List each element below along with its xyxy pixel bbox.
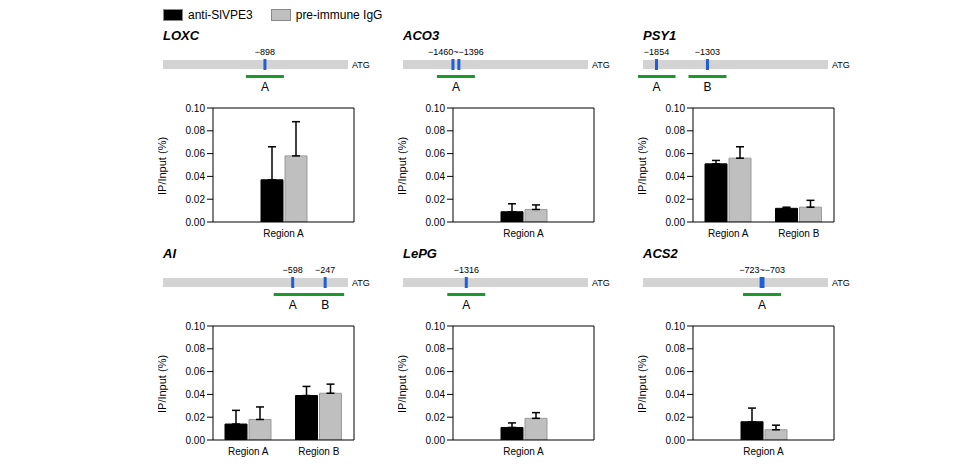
html-text:PSY1: PSY1 bbox=[643, 28, 677, 43]
svg-text:−1460~−1396: −1460~−1396 bbox=[428, 47, 484, 57]
svg-text:0.10: 0.10 bbox=[426, 103, 446, 114]
svg-text:0.00: 0.00 bbox=[426, 435, 446, 446]
html-text:ACS2: ACS2 bbox=[643, 246, 678, 261]
svg-text:ATG: ATG bbox=[592, 60, 610, 70]
html-text:pre-immune IgG: pre-immune IgG bbox=[295, 8, 383, 22]
svg-text:IP/Input (%): IP/Input (%) bbox=[398, 355, 408, 413]
svg-text:ATG: ATG bbox=[592, 278, 610, 288]
svg-text:0.06: 0.06 bbox=[186, 148, 206, 159]
html-text:LePG: LePG bbox=[403, 246, 437, 261]
svg-text:−1316: −1316 bbox=[454, 265, 479, 275]
svg-text:IP/Input (%): IP/Input (%) bbox=[158, 355, 168, 413]
html-text:ACO3: ACO3 bbox=[403, 28, 440, 43]
svg-text:0.00: 0.00 bbox=[426, 217, 446, 228]
svg-text:0.06: 0.06 bbox=[666, 366, 686, 377]
svg-text:A: A bbox=[261, 80, 269, 94]
svg-text:−247: −247 bbox=[315, 265, 335, 275]
svg-text:0.06: 0.06 bbox=[186, 366, 206, 377]
svg-text:0.08: 0.08 bbox=[186, 125, 206, 136]
svg-text:0.08: 0.08 bbox=[426, 125, 446, 136]
svg-text:A: A bbox=[462, 298, 470, 312]
svg-text:IP/Input (%): IP/Input (%) bbox=[638, 355, 648, 413]
svg-text:0.10: 0.10 bbox=[666, 103, 686, 114]
svg-text:0.10: 0.10 bbox=[186, 321, 206, 332]
svg-text:0.04: 0.04 bbox=[666, 389, 686, 400]
html-text:anti-SlVPE3: anti-SlVPE3 bbox=[188, 8, 253, 22]
svg-text:0.00: 0.00 bbox=[666, 435, 686, 446]
svg-text:0.00: 0.00 bbox=[186, 217, 206, 228]
svg-text:0.02: 0.02 bbox=[426, 412, 446, 423]
svg-text:A: A bbox=[758, 298, 766, 312]
svg-text:Region A: Region A bbox=[503, 446, 544, 457]
html-text:AI: AI bbox=[163, 246, 176, 261]
svg-text:0.10: 0.10 bbox=[666, 321, 686, 332]
svg-text:0.06: 0.06 bbox=[666, 148, 686, 159]
svg-text:0.08: 0.08 bbox=[426, 343, 446, 354]
svg-text:0.08: 0.08 bbox=[666, 343, 686, 354]
svg-text:0.02: 0.02 bbox=[426, 194, 446, 205]
svg-text:ATG: ATG bbox=[832, 278, 850, 288]
svg-text:−723~−703: −723~−703 bbox=[739, 265, 785, 275]
svg-text:A: A bbox=[289, 298, 297, 312]
svg-text:IP/Input (%): IP/Input (%) bbox=[398, 137, 408, 195]
svg-text:A: A bbox=[452, 80, 460, 94]
svg-text:IP/Input (%): IP/Input (%) bbox=[158, 137, 168, 195]
svg-text:0.04: 0.04 bbox=[666, 171, 686, 182]
svg-text:0.00: 0.00 bbox=[666, 217, 686, 228]
svg-text:Region A: Region A bbox=[708, 228, 749, 239]
svg-text:0.08: 0.08 bbox=[186, 343, 206, 354]
svg-text:0.02: 0.02 bbox=[666, 194, 686, 205]
svg-text:Region A: Region A bbox=[743, 446, 784, 457]
svg-text:B: B bbox=[321, 298, 329, 312]
svg-text:0.02: 0.02 bbox=[186, 194, 206, 205]
svg-text:IP/Input (%): IP/Input (%) bbox=[638, 137, 648, 195]
svg-text:0.00: 0.00 bbox=[186, 435, 206, 446]
svg-text:0.02: 0.02 bbox=[666, 412, 686, 423]
svg-text:A: A bbox=[652, 80, 660, 94]
svg-text:ATG: ATG bbox=[352, 60, 370, 70]
svg-text:−598: −598 bbox=[283, 265, 303, 275]
html-text:LOXC: LOXC bbox=[163, 28, 200, 43]
svg-text:0.04: 0.04 bbox=[186, 171, 206, 182]
svg-text:0.04: 0.04 bbox=[426, 171, 446, 182]
svg-text:0.08: 0.08 bbox=[666, 125, 686, 136]
svg-text:−1854: −1854 bbox=[644, 47, 669, 57]
svg-text:0.10: 0.10 bbox=[186, 103, 206, 114]
svg-text:Region A: Region A bbox=[228, 446, 269, 457]
svg-text:0.02: 0.02 bbox=[186, 412, 206, 423]
svg-text:−898: −898 bbox=[255, 47, 275, 57]
svg-text:ATG: ATG bbox=[352, 278, 370, 288]
svg-text:Region A: Region A bbox=[263, 228, 304, 239]
svg-text:−1303: −1303 bbox=[695, 47, 720, 57]
svg-text:0.06: 0.06 bbox=[426, 148, 446, 159]
svg-text:0.04: 0.04 bbox=[186, 389, 206, 400]
svg-text:Region B: Region B bbox=[298, 446, 339, 457]
svg-text:Region B: Region B bbox=[778, 228, 819, 239]
svg-text:Region A: Region A bbox=[503, 228, 544, 239]
svg-text:0.10: 0.10 bbox=[426, 321, 446, 332]
svg-text:B: B bbox=[703, 80, 711, 94]
svg-text:0.06: 0.06 bbox=[426, 366, 446, 377]
svg-text:ATG: ATG bbox=[832, 60, 850, 70]
svg-text:0.04: 0.04 bbox=[426, 389, 446, 400]
